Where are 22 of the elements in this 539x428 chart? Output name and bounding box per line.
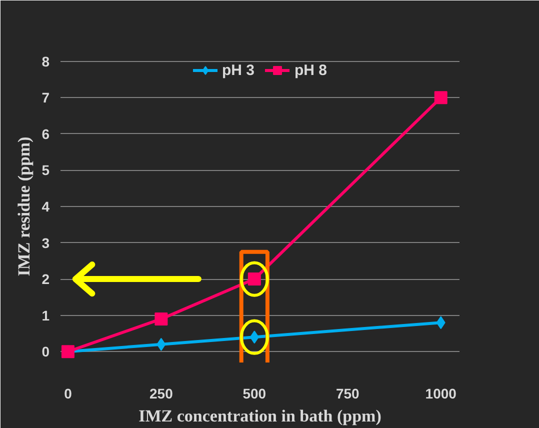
x-axis-title: IMZ concentration in bath (ppm) [138,406,382,426]
point [434,91,448,104]
legend-label: pH 3 [222,62,254,78]
point [436,316,446,330]
x-tick-label: 0 [64,386,72,402]
y-tick-label: 5 [42,162,50,178]
x-tick-label: 1000 [425,386,457,402]
y-axis-title: IMZ residue (ppm) [14,136,34,276]
y-tick-label: 3 [42,234,50,251]
y-tick-label: 6 [42,126,50,142]
x-tick-label: 250 [150,386,174,402]
x-tick-label: 500 [242,386,266,402]
legend-label: pH 8 [294,62,328,78]
y-tick-label: 4 [42,198,50,214]
point [154,312,168,326]
y-tick-label: 1 [42,307,50,324]
point [156,338,166,351]
y-tick-label: 0 [42,344,50,360]
y-tick-label: 2 [42,271,50,288]
y-tick-label: 7 [42,90,50,106]
x-tick-label: 750 [336,386,360,402]
y-tick-label: 8 [42,53,50,70]
